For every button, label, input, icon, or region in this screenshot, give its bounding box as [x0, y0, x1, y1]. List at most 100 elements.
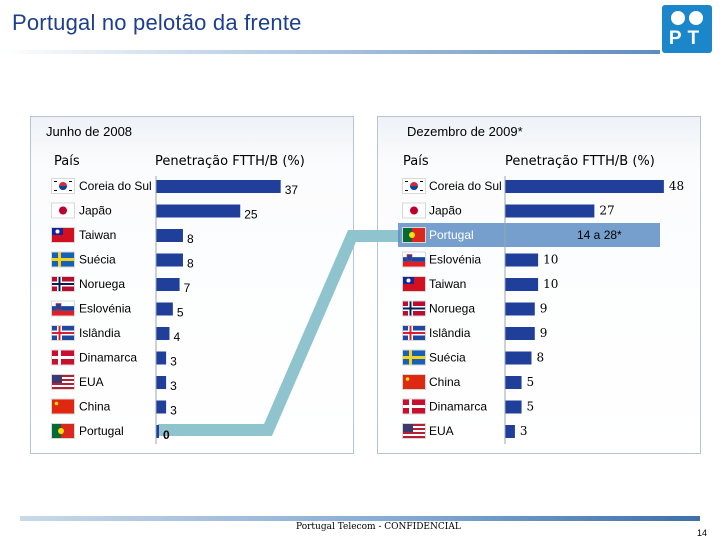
col-header-country-left: País [54, 154, 80, 169]
bar [156, 229, 183, 242]
portugal-highlight-row [398, 223, 660, 247]
period-right: Dezembro de 2009* [407, 124, 523, 139]
country-label: Islândia [79, 326, 121, 340]
bar [156, 278, 180, 291]
bar [505, 180, 664, 193]
footer-rule [20, 516, 700, 521]
value-label: 5 [177, 306, 184, 320]
bar [156, 204, 241, 218]
panel-june-2008 [30, 116, 354, 454]
bar [505, 253, 539, 267]
value-label: 8 [187, 232, 194, 246]
right-row: China 5 [402, 374, 534, 390]
value-label: 27 [599, 204, 614, 218]
value-label: 10 [543, 253, 558, 267]
value-label: 3 [170, 404, 177, 418]
value-label: 3 [170, 379, 177, 393]
right-row: Taiwan 10 [402, 276, 558, 292]
portugal-progress-connector [158, 230, 400, 436]
right-row: EUA 3 [402, 423, 528, 439]
period-left: Junho de 2008 [46, 124, 133, 139]
country-label: Suécia [79, 253, 116, 267]
value-label: 5 [527, 400, 535, 414]
country-label: Taiwan [429, 277, 466, 291]
value-label: 9 [540, 302, 548, 316]
bar [156, 302, 173, 316]
page-number: 14 [697, 528, 708, 538]
country-label: Eslovénia [79, 302, 131, 316]
confidential-notice: Portugal Telecom - CONFIDENCIAL [296, 522, 461, 532]
bar [156, 400, 167, 414]
country-label: Suécia [429, 351, 466, 365]
right-row: Portugal 14 a 28* [402, 227, 622, 243]
value-label: 14 a 28* [577, 228, 622, 242]
left-row: Japão 25 [51, 202, 258, 222]
bar [505, 278, 539, 291]
right-row: Coreia do Sul 48 [402, 178, 684, 194]
bar [505, 302, 535, 316]
value-label: 8 [536, 351, 544, 365]
col-header-metric-left: Penetração FTTH/B (%) [155, 154, 305, 169]
panel-december-2009 [377, 116, 701, 454]
left-row: Coreia do Sul 37 [51, 178, 298, 197]
right-row: Eslovénia 10 [402, 251, 558, 268]
left-row: China 3 [51, 398, 177, 418]
left-row: Noruega 7 [51, 276, 191, 295]
value-label: 25 [244, 208, 258, 222]
header-rule [0, 50, 660, 54]
country-label: Taiwan [79, 228, 116, 242]
logo-dot-right [689, 11, 703, 25]
country-label: Coreia do Sul [429, 179, 502, 193]
value-label: 4 [173, 330, 180, 344]
country-label: Noruega [79, 277, 125, 291]
bar [156, 327, 170, 340]
chart-december-2009: Coreia do Sul 48 Japão 27 Portugal 14 a 28* Es… [402, 176, 684, 444]
country-label: China [79, 400, 111, 414]
value-label: 3 [170, 355, 177, 369]
logo-letters: PT [668, 28, 706, 49]
value-label: 5 [527, 375, 535, 389]
bar [505, 425, 515, 438]
value-label: 8 [187, 257, 194, 271]
bar [156, 376, 167, 389]
value-label: 9 [540, 326, 548, 340]
country-label: Dinamarca [429, 400, 487, 414]
country-label: Noruega [429, 302, 475, 316]
left-row: Eslovénia 5 [51, 300, 184, 320]
country-label: Dinamarca [79, 351, 137, 365]
value-label: 10 [543, 277, 558, 291]
bar [156, 180, 281, 193]
country-label: Coreia do Sul [79, 179, 152, 193]
right-row: Japão 27 [402, 202, 615, 219]
bar [505, 204, 595, 218]
bar [156, 351, 167, 365]
col-header-country-right: País [403, 154, 429, 169]
pt-logo: PT [662, 5, 712, 53]
page-title: Portugal no pelotão da frente [12, 10, 302, 35]
country-label: EUA [429, 424, 454, 438]
logo-dot-left [671, 11, 685, 25]
value-label: 3 [520, 424, 528, 438]
left-row: Dinamarca 3 [51, 349, 177, 369]
country-label: Japão [79, 204, 112, 218]
bar [505, 376, 522, 389]
right-row: Noruega 9 [402, 300, 548, 317]
left-row: Taiwan 8 [51, 227, 194, 246]
country-label: EUA [79, 375, 104, 389]
value-label: 7 [184, 281, 191, 295]
left-row: Portugal 0 [51, 423, 170, 442]
bar [156, 425, 159, 438]
value-label: 48 [669, 179, 684, 193]
bar [505, 400, 522, 414]
bar [505, 327, 535, 340]
left-row: Islândia 4 [51, 325, 180, 344]
left-row: EUA 3 [51, 374, 177, 393]
right-row: Suécia 8 [402, 349, 544, 366]
right-row: Dinamarca 5 [402, 398, 535, 415]
bar [505, 351, 532, 365]
country-label: Portugal [79, 424, 124, 438]
country-label: Islândia [429, 326, 471, 340]
country-label: Japão [429, 204, 462, 218]
